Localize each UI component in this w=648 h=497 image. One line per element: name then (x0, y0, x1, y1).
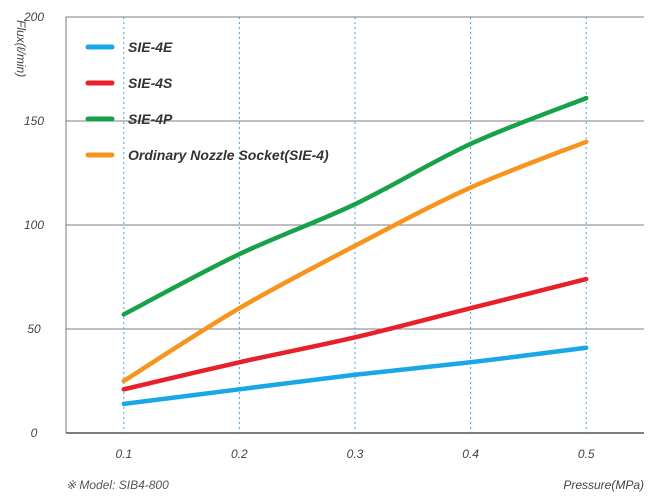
legend: SIE-4E SIE-4S SIE-4P Ordinary Nozzle Socket… (85, 39, 329, 163)
legend-label-sie-4e: SIE-4E (128, 39, 173, 55)
x-tick-0.5: 0.5 (578, 447, 595, 461)
x-tick-0.2: 0.2 (231, 447, 248, 461)
legend-label-sie-4p: SIE-4P (128, 111, 173, 127)
x-tick-labels: 0.1 0.2 0.3 0.4 0.5 (115, 447, 594, 461)
y-tick-200: 200 (23, 10, 44, 24)
y-tick-0: 0 (31, 426, 38, 440)
x-axis-label: Pressure(MPa) (563, 478, 644, 492)
y-axis-label: Flux(ℓ/min) (14, 20, 28, 77)
series-line-sie-4p (121, 95, 589, 317)
series-lines (121, 95, 589, 407)
model-note: ※ Model: SIB4-800 (66, 478, 169, 492)
y-tick-50: 50 (27, 322, 41, 336)
legend-label-sie-4s: SIE-4S (128, 75, 173, 91)
legend-label-ordinary-nozzle-socket-sie-4: Ordinary Nozzle Socket(SIE-4) (128, 147, 329, 163)
series-line-sie-4e (121, 345, 589, 407)
series-line-sie-4s (121, 276, 589, 392)
y-tick-labels: 0 50 100 150 200 (23, 10, 44, 440)
x-tick-0.3: 0.3 (347, 447, 364, 461)
series-line-ordinary-nozzle-socket-sie-4 (121, 139, 589, 384)
x-tick-0.1: 0.1 (115, 447, 132, 461)
x-tick-0.4: 0.4 (462, 447, 479, 461)
y-tick-150: 150 (24, 114, 44, 128)
y-tick-100: 100 (24, 218, 44, 232)
